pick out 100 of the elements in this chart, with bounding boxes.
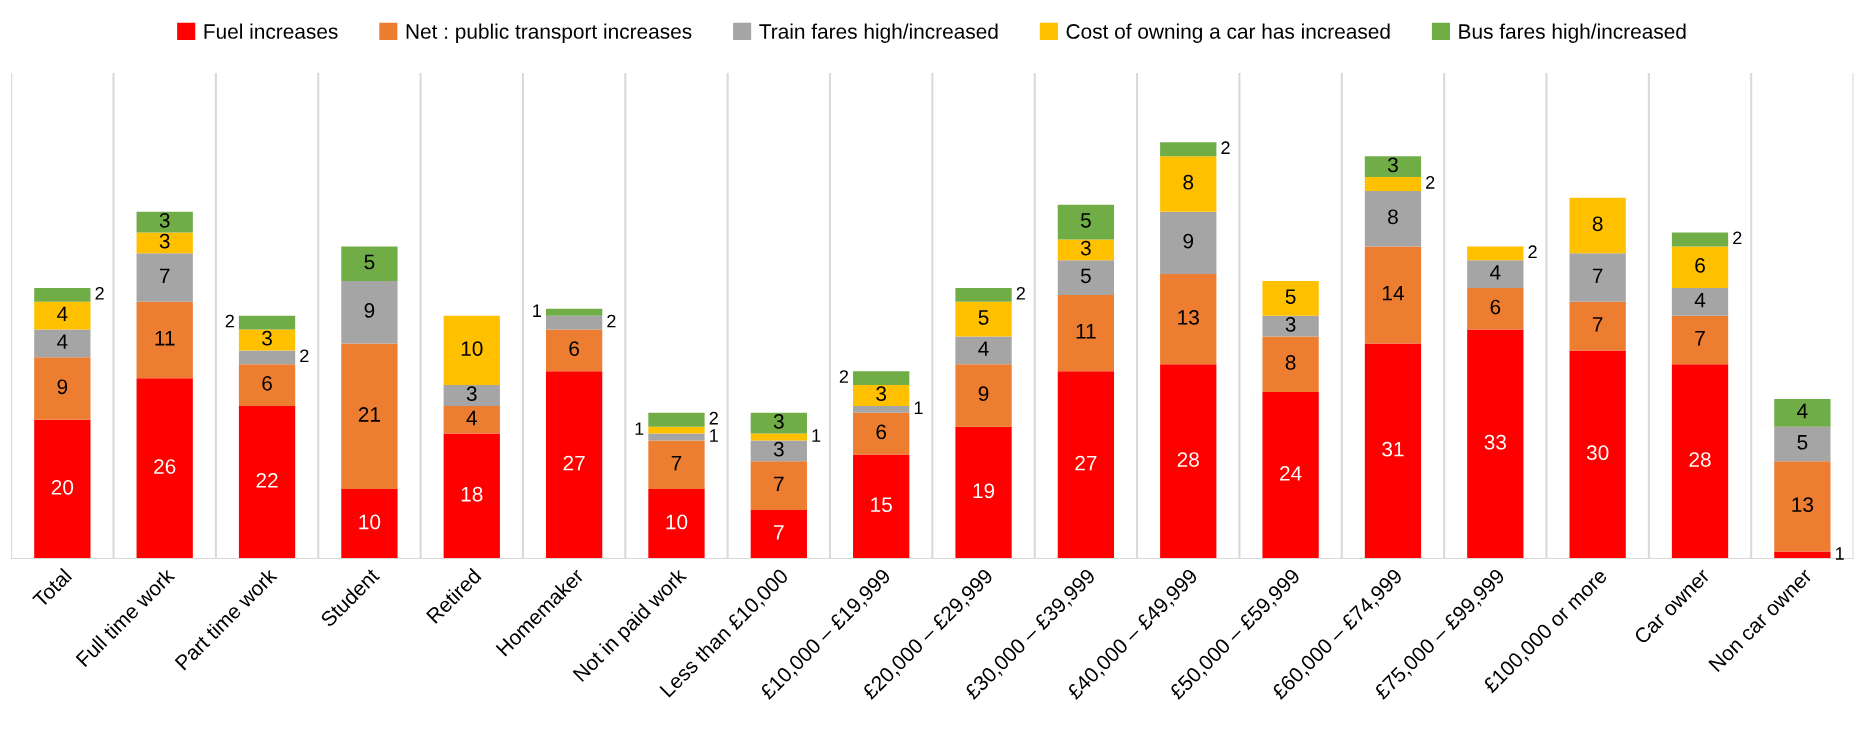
- data-label: 7: [1695, 331, 1705, 346]
- data-label: 3: [1080, 240, 1091, 256]
- data-label: 7: [1592, 317, 1603, 332]
- data-label: 1: [914, 401, 923, 415]
- legend-label: Net : public transport increases: [406, 23, 692, 43]
- bar: [1364, 343, 1422, 559]
- data-label: 3: [159, 233, 170, 249]
- data-label: 31: [1382, 441, 1404, 457]
- data-label: 24: [1280, 466, 1302, 481]
- data-label: 1: [1836, 547, 1844, 560]
- data-label: 5: [978, 310, 989, 325]
- data-label: 10: [359, 514, 381, 530]
- data-label: 28: [1689, 452, 1711, 467]
- bar: [1671, 364, 1729, 559]
- data-label: 3: [262, 330, 272, 346]
- data-label: 20: [51, 479, 74, 495]
- data-label: 5: [1080, 268, 1091, 284]
- bar: [1057, 371, 1115, 559]
- data-label: 7: [671, 455, 682, 471]
- bar: [341, 281, 398, 344]
- data-label: 7: [774, 525, 784, 540]
- bar: [1671, 246, 1729, 288]
- data-label: 15: [871, 497, 892, 513]
- data-label: 11: [155, 331, 175, 346]
- bar: [853, 454, 910, 559]
- data-label: 10: [666, 514, 688, 530]
- bar: [853, 405, 910, 413]
- data-label: 1: [533, 304, 541, 317]
- bar: [34, 329, 91, 358]
- bar: [136, 301, 193, 379]
- data-label: 8: [1592, 216, 1603, 232]
- data-label: 9: [57, 379, 68, 395]
- bar: [34, 357, 91, 420]
- bar: [1569, 350, 1626, 559]
- bar: [1467, 329, 1524, 559]
- bar: [1057, 239, 1115, 261]
- data-label: 19: [973, 483, 995, 499]
- bar: [1262, 315, 1319, 337]
- bar: [750, 412, 807, 434]
- legend-label: Bus fares high/increased: [1459, 23, 1686, 43]
- data-label: 3: [466, 386, 477, 402]
- bar: [750, 433, 807, 441]
- bar: [34, 301, 91, 330]
- data-label: 6: [262, 375, 272, 391]
- bar: [238, 329, 296, 351]
- bar: [955, 336, 1012, 365]
- data-label: 4: [1694, 292, 1706, 308]
- data-label: 2: [225, 314, 234, 328]
- bar: [238, 364, 296, 406]
- bar: [34, 287, 91, 302]
- data-label: 27: [1075, 455, 1097, 471]
- bar: [1671, 287, 1729, 316]
- bar: [1671, 232, 1729, 247]
- data-label: 2: [839, 370, 849, 383]
- data-label: 3: [773, 441, 784, 457]
- bar: [1774, 426, 1831, 462]
- data-label: 8: [1285, 355, 1296, 370]
- bar: [545, 329, 603, 372]
- data-label: 2: [300, 349, 309, 362]
- data-label: 6: [569, 341, 579, 356]
- bar: [1671, 315, 1729, 365]
- data-label: 18: [461, 486, 483, 502]
- data-label: 4: [978, 341, 989, 356]
- bar: [955, 364, 1012, 427]
- bar: [1569, 301, 1626, 351]
- data-label: 30: [1586, 445, 1609, 461]
- bar: [1057, 294, 1115, 372]
- bar: [136, 232, 193, 254]
- bar: [1364, 177, 1422, 191]
- data-label: 2: [1016, 286, 1025, 300]
- data-label: 4: [466, 410, 477, 426]
- data-label: 6: [1695, 258, 1705, 273]
- data-label: 9: [978, 386, 989, 402]
- bar: [136, 378, 193, 559]
- data-label: 26: [154, 459, 176, 474]
- bar: [1774, 461, 1831, 552]
- data-label: 7: [159, 268, 170, 283]
- bar: [341, 343, 398, 490]
- data-label: 3: [876, 386, 887, 402]
- bar: [238, 315, 296, 330]
- bar: [648, 489, 705, 559]
- bar: [1364, 156, 1422, 178]
- bar: [1774, 398, 1831, 427]
- data-label: 33: [1484, 434, 1506, 450]
- bar: [238, 405, 296, 559]
- data-label: 6: [1490, 299, 1501, 315]
- bar: [1262, 392, 1319, 559]
- bar: [750, 461, 807, 510]
- bar: [1057, 260, 1115, 295]
- bar: [853, 385, 910, 406]
- data-label: 28: [1177, 452, 1199, 467]
- bar: [341, 246, 398, 282]
- data-label: 1: [710, 429, 718, 442]
- legend-label: Cost of owning a car has increased: [1066, 23, 1390, 43]
- legend-label: Fuel increases: [204, 23, 338, 39]
- bar: [1364, 190, 1422, 247]
- bar: [545, 315, 603, 330]
- data-label: 3: [1387, 157, 1398, 173]
- data-label: 8: [1183, 174, 1194, 190]
- bar: [750, 440, 807, 462]
